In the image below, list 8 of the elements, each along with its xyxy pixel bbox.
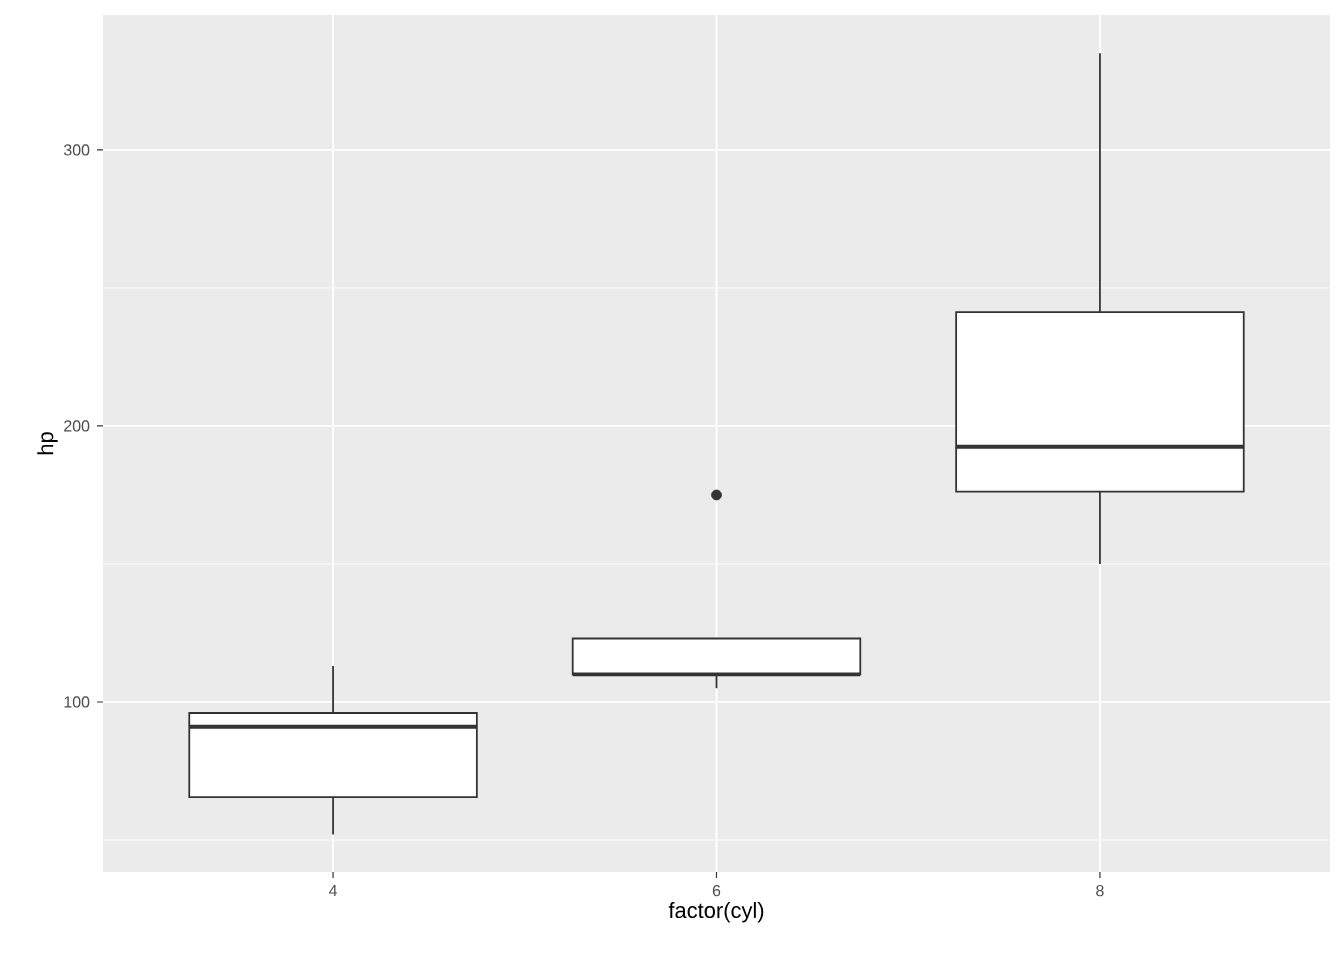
y-tick-label: 100 (64, 696, 90, 708)
x-tick-label: 4 (329, 885, 338, 897)
x-axis-title: factor(cyl) (668, 902, 764, 923)
x-tick-label: 8 (1096, 885, 1104, 897)
y-tick-label: 300 (63, 144, 90, 156)
x-tick-label: 6 (712, 885, 721, 897)
y-axis-title: hp (37, 432, 58, 455)
y-tick-label: 200 (64, 420, 90, 432)
